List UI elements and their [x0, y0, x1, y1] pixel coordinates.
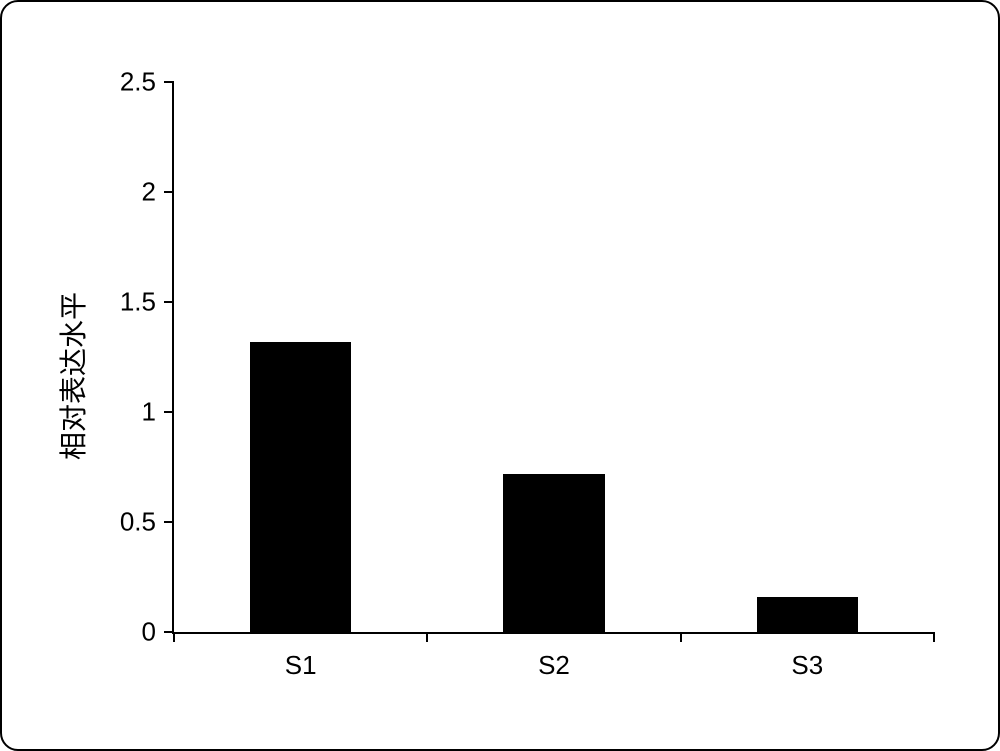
y-tick [164, 81, 174, 83]
plot-area: 00.511.522.5S1S2S3 [172, 82, 934, 634]
y-tick-label: 2 [142, 177, 156, 208]
x-tick [173, 632, 175, 642]
y-tick [164, 411, 174, 413]
x-tick-label: S3 [791, 650, 823, 681]
y-tick-label: 1 [142, 397, 156, 428]
y-tick-label: 2.5 [120, 67, 156, 98]
y-tick-label: 0 [142, 617, 156, 648]
x-tick [426, 632, 428, 642]
bar [250, 342, 351, 632]
y-tick [164, 191, 174, 193]
y-tick [164, 521, 174, 523]
y-tick [164, 301, 174, 303]
figure-frame: 相对表达水平 00.511.522.5S1S2S3 [0, 0, 1000, 751]
bar-chart: 相对表达水平 00.511.522.5S1S2S3 [2, 2, 998, 749]
x-tick [680, 632, 682, 642]
bar [757, 597, 858, 632]
x-tick [933, 632, 935, 642]
y-axis-label: 相对表达水平 [52, 291, 92, 459]
x-tick-label: S1 [285, 650, 317, 681]
x-tick-label: S2 [538, 650, 570, 681]
bar [503, 474, 604, 632]
y-tick-label: 1.5 [120, 287, 156, 318]
y-tick-label: 0.5 [120, 507, 156, 538]
